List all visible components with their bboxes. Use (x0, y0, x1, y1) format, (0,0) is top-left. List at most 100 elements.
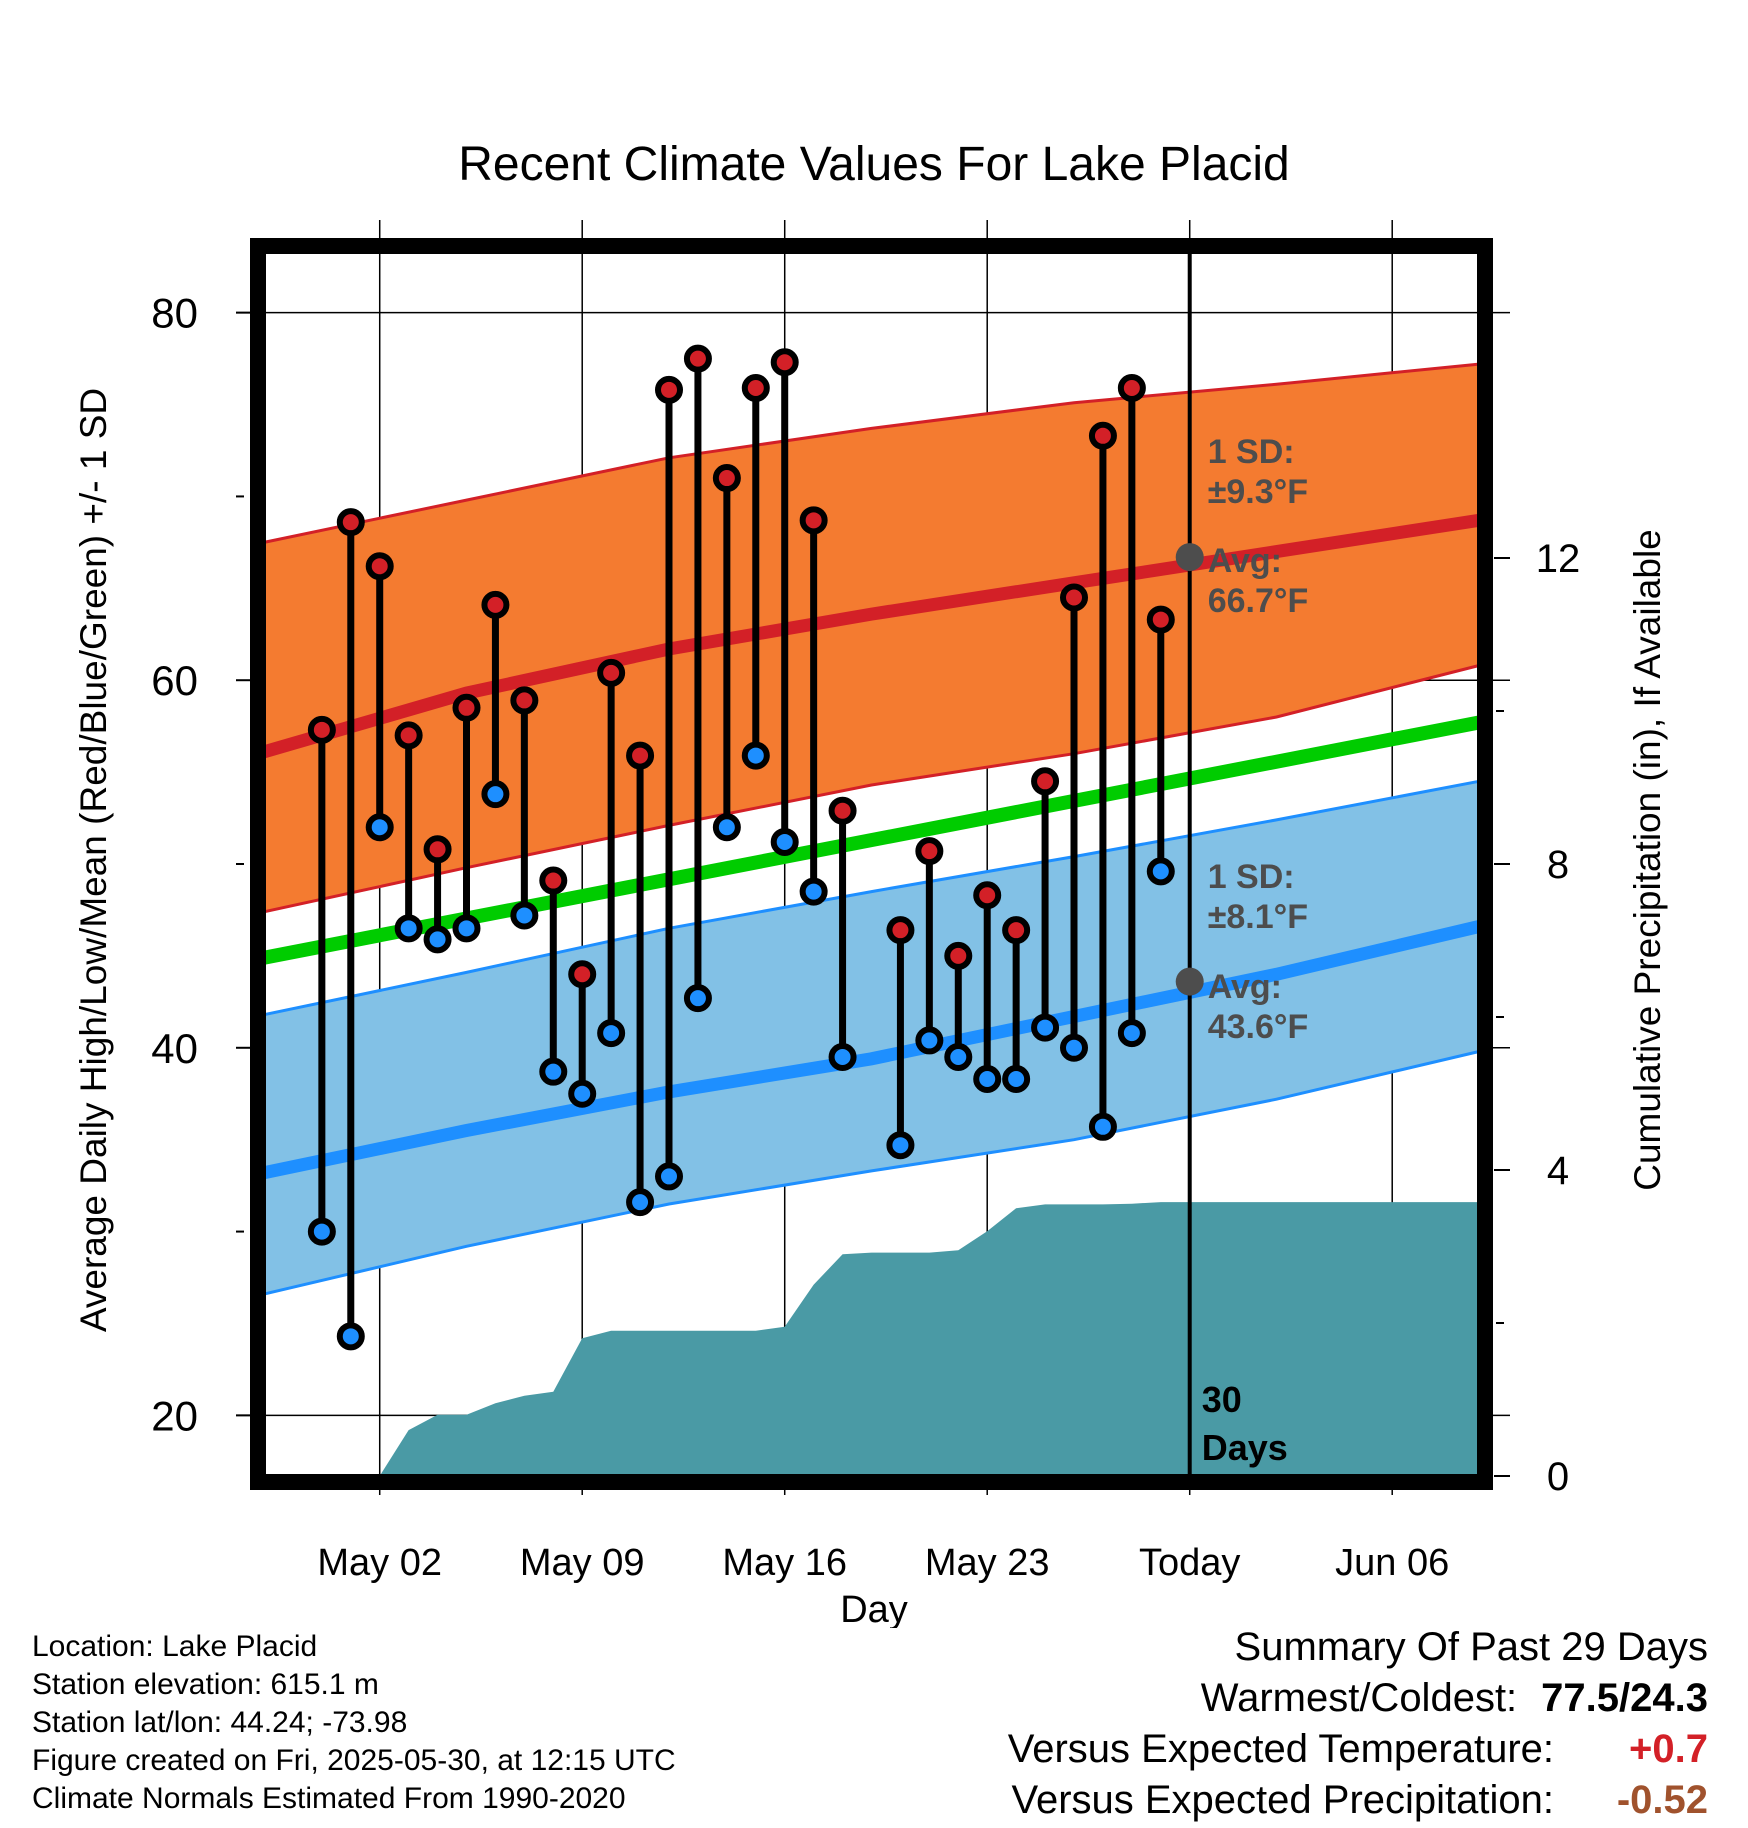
info-latlon: Station lat/lon: 44.24; -73.98 (32, 1706, 408, 1739)
low-temp-point (423, 925, 452, 954)
summary-warmest-row: Warmest/Coldest: 77.5/24.3 (1008, 1673, 1708, 1724)
low-sd-label: 1 SD: (1208, 858, 1295, 896)
normal-low-band (264, 781, 1479, 1295)
high-temp-point (712, 464, 741, 493)
info-location: Location: Lake Placid (32, 1630, 318, 1663)
normal-low-upper-edge (263, 779, 1480, 1017)
x-tick-label: May 16 (722, 1542, 847, 1584)
y2-tick-label: 4 (1547, 1149, 1569, 1193)
low-temp-point (1117, 1019, 1146, 1048)
high-temp-point (452, 693, 481, 722)
warmest-value: 77.5/24.3 (1541, 1676, 1708, 1720)
high-temp-point (1060, 583, 1088, 612)
low-temp-point (1060, 1033, 1088, 1062)
high-temp-point (539, 866, 568, 895)
temp-label: Versus Expected Temperature: (1007, 1727, 1554, 1771)
x-tick-label: May 02 (317, 1542, 442, 1584)
days-count-label: 30 (1202, 1379, 1242, 1420)
normal-high-band (264, 364, 1479, 912)
high-temp-point (597, 658, 626, 687)
high-temp-point (568, 960, 597, 989)
y2-axis-label: Cumulative Precipitation (in), If Availa… (1627, 529, 1668, 1191)
high-sd-label: 1 SD: (1208, 433, 1295, 471)
high-avg-label: Avg: (1208, 542, 1282, 580)
low-temp-point (799, 877, 828, 906)
y-tick-label: 40 (151, 1025, 198, 1072)
low-temp-point (452, 914, 481, 943)
x-tick-label: May 23 (925, 1542, 1050, 1584)
summary-panel: Summary Of Past 29 Days Warmest/Coldest:… (1008, 1622, 1708, 1826)
days-word-label: Days (1202, 1427, 1288, 1468)
low-temp-point (712, 813, 741, 842)
low-temp-point (568, 1079, 597, 1108)
high-temp-point (1146, 605, 1175, 634)
precipitation-area (379, 1202, 1480, 1476)
high-temp-point (394, 721, 423, 750)
high-temp-point (770, 348, 799, 377)
precip-label: Versus Expected Precipitation: (1011, 1778, 1554, 1822)
low-temp-point (481, 780, 510, 809)
high-temp-point (510, 686, 539, 715)
low-temp-point (1146, 857, 1175, 886)
info-created: Figure created on Fri, 2025-05-30, at 12… (32, 1744, 676, 1777)
info-normals: Climate Normals Estimated From 1990-2020 (32, 1782, 626, 1815)
low-temp-point (336, 1322, 365, 1351)
high-temp-point (307, 715, 336, 744)
high-temp-point (799, 506, 828, 535)
today-high-avg-marker (1175, 543, 1204, 572)
high-temp-point (886, 916, 915, 945)
summary-precip-row: Versus Expected Precipitation: -0.52 (1008, 1775, 1708, 1826)
low-temp-point (741, 741, 770, 770)
summary-heading: Summary Of Past 29 Days (1234, 1625, 1708, 1669)
station-info: Location: Lake Placid Station elevation:… (32, 1628, 676, 1818)
high-temp-point (683, 344, 712, 373)
y2-tick-label: 12 (1536, 537, 1581, 581)
high-temp-point (741, 374, 770, 402)
high-temp-point (828, 796, 857, 825)
x-tick-label: May 09 (520, 1542, 645, 1584)
high-temp-point (1088, 421, 1117, 450)
low-temp-point (510, 901, 539, 930)
high-temp-point (1031, 767, 1060, 796)
today-low-avg-marker (1175, 967, 1204, 996)
low-temp-point (597, 1019, 626, 1048)
high-temp-point (626, 741, 655, 770)
low-temp-point (973, 1065, 1002, 1094)
info-elevation: Station elevation: 615.1 m (32, 1668, 379, 1701)
x-axis-label: Day (840, 1589, 908, 1628)
y2-tick-label: 8 (1547, 843, 1569, 887)
y-tick-label: 80 (151, 290, 198, 337)
low-temp-point (307, 1217, 336, 1246)
x-tick-label: Jun 06 (1335, 1542, 1449, 1584)
low-temp-point (626, 1188, 655, 1217)
climate-chart: Recent Climate Values For Lake Placid 1 … (73, 138, 1668, 1628)
high-temp-point (423, 835, 452, 864)
precip-value: -0.52 (1616, 1778, 1708, 1822)
y2-tick-label: 0 (1547, 1455, 1569, 1499)
high-temp-point (365, 552, 394, 581)
chart-title: Recent Climate Values For Lake Placid (458, 138, 1290, 191)
y-tick-label: 60 (151, 657, 198, 704)
low-temp-point (394, 914, 423, 943)
temp-value: +0.7 (1629, 1727, 1708, 1771)
warmest-label: Warmest/Coldest: (1200, 1676, 1518, 1720)
low-temp-point (655, 1162, 683, 1191)
y-axis-label: Average Daily High/Low/Mean (Red/Blue/Gr… (73, 388, 114, 1332)
low-temp-point (1031, 1013, 1060, 1042)
low-avg-label: Avg: (1208, 968, 1282, 1006)
low-temp-point (1002, 1065, 1031, 1094)
low-temp-point (683, 984, 712, 1013)
high-temp-point (973, 881, 1002, 910)
high-sd-value: ±9.3°F (1208, 473, 1308, 511)
normal-low-avg-line (262, 920, 1481, 1180)
summary-temp-row: Versus Expected Temperature: +0.7 (1008, 1724, 1708, 1775)
y-tick-label: 20 (151, 1392, 198, 1439)
low-temp-point (828, 1042, 857, 1071)
low-temp-point (539, 1057, 568, 1086)
high-avg-value: 66.7°F (1208, 582, 1309, 620)
high-temp-point (481, 590, 510, 619)
low-temp-point (944, 1042, 973, 1071)
normal-high-avg-line (262, 513, 1480, 759)
high-temp-point (944, 941, 973, 970)
high-temp-point (1002, 916, 1031, 945)
